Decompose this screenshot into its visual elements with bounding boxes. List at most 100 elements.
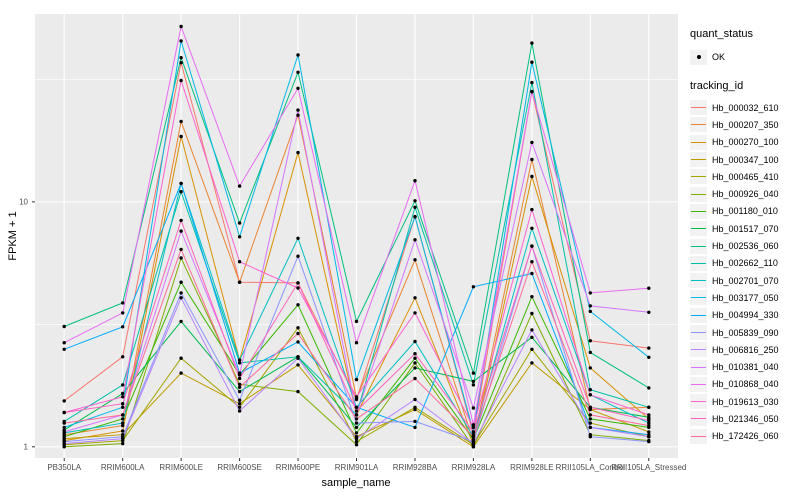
data-point [471, 430, 476, 434]
data-point [647, 418, 651, 423]
data-point [354, 443, 359, 447]
line-symbol-key [690, 117, 707, 133]
line-icon [691, 262, 706, 264]
data-point [179, 296, 183, 300]
legend-label-ok: OK [712, 52, 726, 62]
data-point [121, 441, 125, 446]
data-point [413, 296, 417, 300]
data-point [647, 435, 651, 439]
data-point [179, 280, 183, 284]
y-tick-label: 10 [19, 197, 28, 207]
data-point [179, 371, 183, 375]
data-point [530, 89, 534, 94]
x-tick-label: RRII105LA_Stressed [611, 463, 687, 472]
data-point [530, 80, 534, 85]
data-point [179, 319, 183, 324]
legend-label: Hb_010868_040 [712, 379, 779, 390]
data-point [413, 238, 417, 242]
data-point [413, 356, 417, 360]
data-point [530, 140, 534, 145]
data-point [296, 254, 300, 258]
data-point [530, 271, 534, 276]
data-point [354, 341, 359, 345]
data-point [471, 371, 476, 375]
legend-item-Hb_003177_050: Hb_003177_050 [690, 289, 798, 306]
data-point [530, 361, 534, 365]
data-point [237, 402, 242, 406]
data-point [471, 425, 476, 430]
data-point [237, 398, 242, 402]
data-point [413, 205, 417, 209]
legend-label: Hb_002662_110 [712, 258, 778, 269]
line-symbol-key [690, 376, 707, 392]
line-icon [691, 314, 706, 316]
data-point [62, 430, 66, 434]
data-point [530, 260, 534, 264]
data-point [647, 386, 651, 390]
data-point [296, 53, 300, 57]
legend-item-Hb_001180_010: Hb_001180_010 [690, 203, 798, 220]
line-icon [691, 280, 706, 282]
legend-title-quant-status: quant_status [690, 28, 753, 40]
data-point [413, 405, 417, 409]
x-tick-label: RRIM901LA [334, 463, 379, 472]
legend-item-Hb_000465_410: Hb_000465_410 [690, 168, 798, 185]
data-point [296, 389, 300, 394]
line-symbol-key [690, 273, 707, 289]
legend-item-Hb_002701_070: Hb_002701_070 [690, 272, 798, 289]
tracking-id-legend-items: Hb_000032_610 Hb_000207_350 Hb_000270_100 H… [690, 99, 798, 445]
line-symbol-key [690, 290, 707, 306]
data-point [413, 352, 417, 356]
data-point [588, 405, 592, 409]
x-axis-title: sample_name [321, 477, 391, 489]
line-symbol-key [690, 307, 707, 323]
data-point [530, 335, 534, 339]
x-tick-label: RRII105LA_Control [555, 463, 625, 472]
legend-label: Hb_004994_330 [712, 310, 779, 321]
data-point [588, 435, 592, 439]
data-point [588, 421, 592, 425]
data-point [647, 439, 651, 444]
line-icon [691, 418, 706, 420]
data-point [354, 395, 359, 399]
legend-label: Hb_002536_060 [712, 241, 779, 252]
line-symbol-key [690, 428, 707, 444]
x-tick-label: RRIM928LA [451, 463, 496, 472]
data-point [413, 311, 417, 315]
data-point [237, 389, 242, 394]
data-point [471, 379, 476, 384]
data-point [179, 229, 183, 233]
legend-item-Hb_021346_050: Hb_021346_050 [690, 410, 798, 427]
data-point [471, 435, 476, 439]
data-point [179, 256, 183, 260]
data-point [296, 356, 300, 360]
legend: quant_status OK tracking_id Hb_000032_61… [690, 28, 798, 445]
data-point [588, 388, 592, 392]
legend-label: Hb_006816_250 [712, 344, 779, 355]
data-point [354, 409, 359, 413]
line-symbol-key [690, 203, 707, 219]
data-point [354, 436, 359, 441]
data-point [62, 445, 66, 449]
data-point [647, 423, 651, 428]
data-point [647, 286, 651, 290]
data-point [296, 86, 300, 91]
data-point [179, 190, 183, 194]
data-point [121, 423, 125, 428]
data-point [588, 304, 592, 308]
data-point [121, 417, 125, 421]
data-point [471, 445, 476, 449]
line-symbol-key [690, 342, 707, 358]
data-point [179, 218, 183, 223]
data-point [121, 413, 125, 417]
legend-label: Hb_001517_070 [712, 223, 779, 234]
data-point [647, 415, 651, 419]
data-point [296, 70, 300, 75]
line-symbol-key [690, 255, 707, 271]
line-icon [691, 124, 706, 126]
legend-label: Hb_000270_100 [712, 137, 779, 148]
legend-label: Hb_021346_050 [712, 413, 779, 424]
data-point [237, 235, 242, 239]
legend-label: Hb_000347_100 [712, 154, 779, 165]
